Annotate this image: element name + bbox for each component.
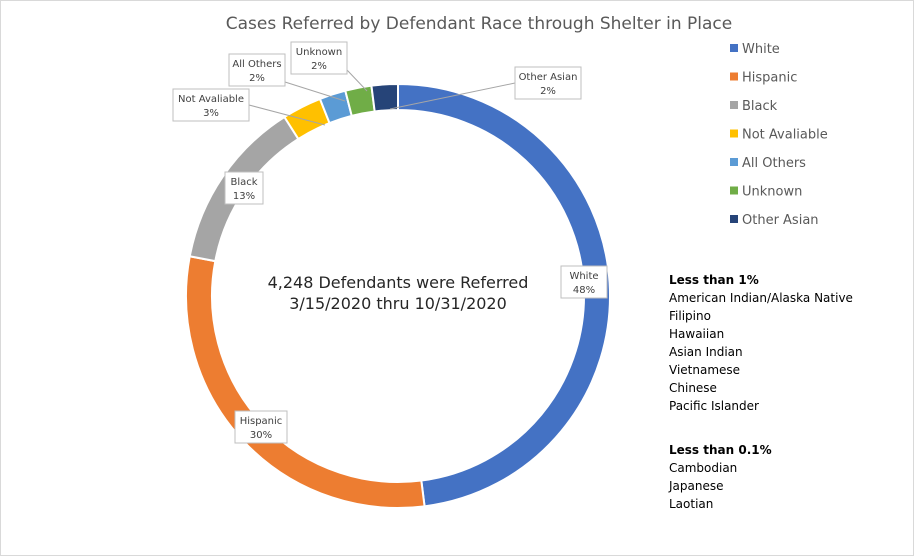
center-text-line-2: 3/15/2020 thru 10/31/2020 <box>289 294 507 313</box>
legend-swatch <box>730 44 738 52</box>
legend-item-white: White <box>730 42 780 57</box>
data-label-value: 30% <box>250 430 272 441</box>
note-item: Japanese <box>668 479 724 493</box>
data-label-category: Other Asian <box>519 72 578 83</box>
legend-label: Unknown <box>742 185 802 200</box>
chart-title: Cases Referred by Defendant Race through… <box>226 14 732 34</box>
legend-item-hispanic: Hispanic <box>730 71 797 86</box>
data-label-box <box>224 171 264 205</box>
note-item: Chinese <box>669 381 717 395</box>
data-label-category: Hispanic <box>240 416 283 427</box>
data-label-value: 3% <box>203 108 219 119</box>
legend-swatch <box>730 186 738 195</box>
data-label-value: 13% <box>233 191 255 202</box>
data-label-box <box>228 53 286 87</box>
legend-item-other-asian: Other Asian <box>730 213 819 228</box>
notes-panel: Less than 1% American Indian/Alaska Nativ… <box>668 273 853 511</box>
legend-swatch <box>730 129 738 138</box>
data-label-category: White <box>569 271 598 282</box>
data-label-not-avaliable: Not Avaliable 3% <box>172 88 326 126</box>
data-label-category: Black <box>230 177 257 188</box>
data-label-value: 48% <box>573 285 595 296</box>
data-label-box <box>172 88 250 122</box>
legend-item-unknown: Unknown <box>730 185 802 200</box>
leader-line <box>389 82 516 110</box>
leader-line <box>346 69 368 92</box>
data-label-unknown: Unknown 2% <box>290 41 368 92</box>
data-label-white: White 48% <box>560 265 608 299</box>
legend-swatch <box>730 215 738 223</box>
slice-other-asian <box>370 82 399 113</box>
note-group: Less than 1% American Indian/Alaska Nativ… <box>669 273 853 413</box>
data-label-box <box>514 66 582 100</box>
legend-item-black: Black <box>730 99 778 114</box>
center-text-line-1: 4,248 Defendants were Referred <box>268 273 529 292</box>
note-item: Filipino <box>669 309 711 323</box>
legend-swatch <box>730 101 738 109</box>
slice-unknown <box>344 84 376 118</box>
data-label-hispanic: Hispanic 30% <box>234 410 288 444</box>
legend-swatch <box>730 158 738 166</box>
leader-line <box>248 104 326 126</box>
leader-line <box>284 81 346 102</box>
data-label-value: 2% <box>249 73 265 84</box>
note-heading: Less than 1% <box>669 273 759 287</box>
legend-label: All Others <box>742 156 806 171</box>
data-label-black: Black 13% <box>224 171 264 205</box>
note-item: Cambodian <box>669 461 737 475</box>
data-label-value: 2% <box>311 61 327 72</box>
legend-label: Other Asian <box>742 213 819 228</box>
legend-label: White <box>742 42 780 57</box>
data-label-category: Not Avaliable <box>178 94 244 105</box>
note-item: Pacific Islander <box>669 399 759 413</box>
note-item: Vietnamese <box>669 363 740 377</box>
legend-item-all-others: All Others <box>730 156 806 171</box>
data-label-other-asian: Other Asian 2% <box>389 66 582 110</box>
note-item: Hawaiian <box>669 327 724 341</box>
legend: White Hispanic Black Not Avaliable All Other… <box>730 42 828 228</box>
data-label-all-others: All Others 2% <box>228 53 346 102</box>
data-label-box <box>234 410 288 444</box>
data-label-category: Unknown <box>296 47 342 58</box>
legend-item-not-avaliable: Not Avaliable <box>730 128 828 143</box>
legend-swatch <box>730 72 738 81</box>
data-label-value: 2% <box>540 86 556 97</box>
note-item: Asian Indian <box>669 345 743 359</box>
note-item: American Indian/Alaska Native <box>669 291 853 305</box>
legend-label: Black <box>742 99 778 114</box>
note-heading: Less than 0.1% <box>669 443 772 457</box>
note-item: Laotian <box>669 497 713 511</box>
legend-label: Hispanic <box>742 71 797 86</box>
legend-label: Not Avaliable <box>742 128 828 143</box>
data-label-box <box>560 265 608 299</box>
data-label-box <box>290 41 348 75</box>
data-label-category: All Others <box>232 59 281 70</box>
note-group: Less than 0.1% Cambodian Japanese Laotian <box>668 443 772 511</box>
